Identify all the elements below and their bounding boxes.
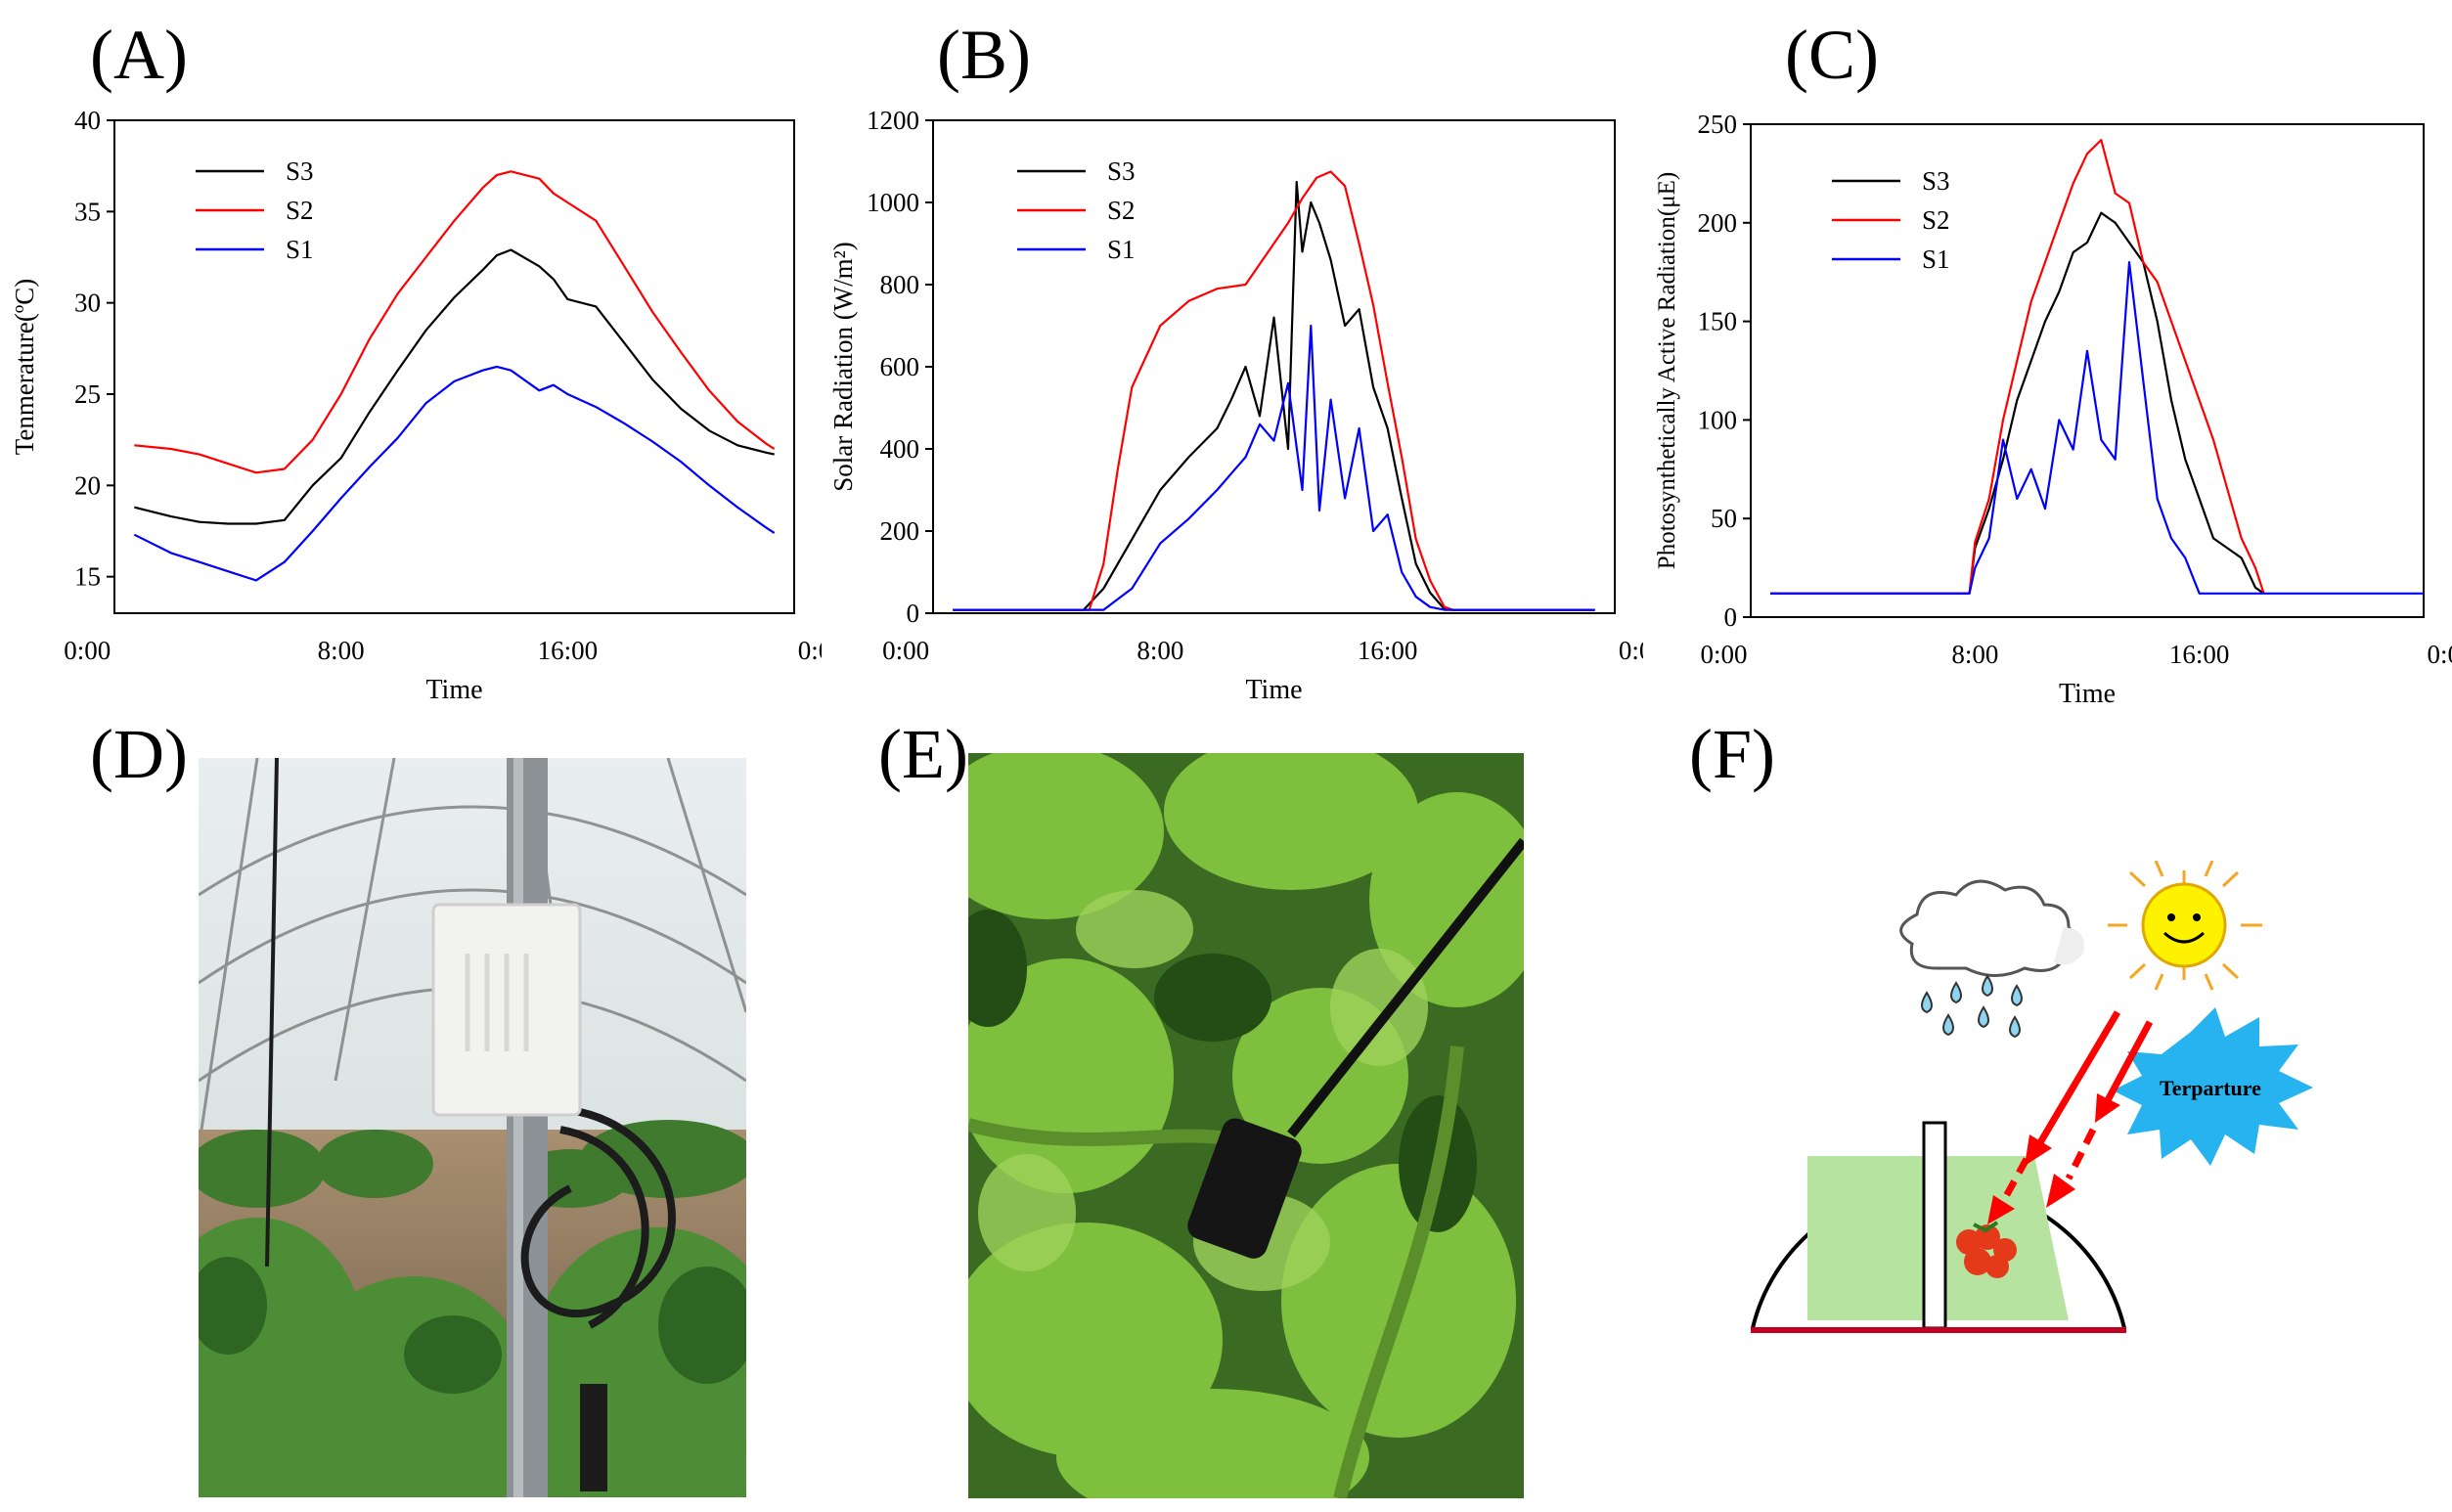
series-line-s1 [953, 324, 1595, 611]
y-axis-label: Photosynthetically Active Radiation(μE) [1654, 172, 1680, 569]
chart-temperature: 15 20 25 30 35 40 0:00 8:00 16:00 0:00 Time Tenmera… [10, 106, 822, 705]
y-tick-label: 20 [74, 470, 101, 500]
y-tick-label: 50 [1711, 504, 1737, 533]
plot-frame [1750, 123, 2425, 618]
photo-greenhouse-sensor-box [199, 758, 746, 1497]
y-tick-label: 25 [74, 379, 101, 409]
series-line-s1 [1770, 261, 2424, 595]
diagram-greenhouse-environment: Terparture [1751, 861, 2313, 1333]
x-axis-label: Time [425, 675, 482, 705]
greenhouse-post [1922, 1121, 1947, 1330]
series-line-s2 [134, 170, 776, 474]
legend-label-s1: S1 [286, 235, 314, 264]
y-axis-label: Tenmerature(ºC) [10, 279, 39, 455]
chart-solar-radiation: 0 200 400 600 800 1000 1200 0:00 8:00 16:00 0:00 Ti… [828, 106, 1643, 705]
legend-label-s2: S2 [286, 196, 314, 225]
sunlight-arrows [1987, 1010, 2154, 1224]
raindrops-icon [1921, 974, 2023, 1039]
x-axis-label: Time [2059, 679, 2116, 709]
panel-label-a: (A) [90, 16, 188, 94]
legend-label-s3: S3 [1107, 156, 1136, 186]
plot-frame [113, 119, 795, 614]
y-tick-label: 200 [880, 516, 920, 546]
y-axis-label: Solar Radiation (W/m²) [828, 242, 858, 492]
x-tick-label: 8:00 [318, 636, 365, 665]
chart-par: 0 50 100 150 200 250 0:00 8:00 16:00 0:00 Time Phot… [1654, 110, 2452, 709]
y-tick-label: 1200 [867, 106, 919, 135]
series-line-s3 [1770, 211, 2265, 595]
x-tick-label: 0:00 [798, 636, 822, 665]
series-line-s1 [133, 365, 776, 582]
y-tick-label: 200 [1698, 208, 1738, 238]
photo-par-sensor-in-canopy [968, 753, 1524, 1498]
panel-label-d: (D) [90, 715, 188, 793]
x-tick-label: 0:00 [2428, 640, 2452, 669]
y-tick-label: 15 [74, 562, 101, 592]
x-tick-label: 0:00 [64, 636, 111, 665]
legend-label-s2: S2 [1107, 196, 1136, 225]
series-line-s3 [953, 180, 1595, 611]
y-tick-label: 1000 [867, 188, 919, 217]
x-tick-label: 0:00 [1619, 636, 1643, 665]
y-tick-label: 0 [907, 599, 920, 628]
temperature-burst-icon [2113, 1007, 2313, 1166]
y-tick-label: 35 [74, 197, 101, 226]
panel-label-e: (E) [878, 715, 968, 793]
y-tick-label: 400 [880, 434, 920, 464]
x-tick-label: 16:00 [1358, 636, 1418, 665]
legend-label-s3: S3 [1922, 166, 1950, 196]
y-tick-label: 40 [74, 106, 101, 135]
legend-label-s1: S1 [1107, 235, 1136, 264]
y-tick-label: 150 [1698, 307, 1738, 336]
legend-label-s2: S2 [1922, 205, 1950, 235]
x-tick-label: 0:00 [882, 636, 929, 665]
panel-label-c: (C) [1785, 16, 1879, 94]
sun-icon [2108, 861, 2262, 991]
legend-label-s3: S3 [286, 156, 314, 186]
weather-label: Terparture [2160, 1076, 2261, 1100]
x-tick-label: 16:00 [2169, 640, 2230, 669]
x-tick-label: 8:00 [1137, 636, 1183, 665]
tomato-icon [1956, 1221, 2017, 1278]
y-tick-label: 250 [1698, 110, 1738, 139]
y-tick-label: 100 [1698, 405, 1738, 434]
panel-label-f: (F) [1689, 715, 1775, 793]
plot-frame [932, 119, 1616, 614]
y-tick-label: 800 [880, 270, 920, 299]
x-tick-label: 8:00 [1951, 640, 1998, 669]
y-tick-label: 0 [1724, 602, 1738, 632]
x-tick-label: 16:00 [538, 636, 599, 665]
rain-cloud-icon [1899, 879, 2084, 977]
series-line-s3 [134, 248, 775, 525]
legend-label-s1: S1 [1922, 245, 1950, 274]
y-tick-label: 30 [74, 289, 101, 318]
x-axis-label: Time [1245, 675, 1302, 705]
x-tick-label: 0:00 [1700, 640, 1747, 669]
y-tick-label: 600 [880, 352, 920, 381]
panel-label-b: (B) [937, 16, 1031, 94]
series-line-s2 [1770, 139, 2265, 595]
series-line-s2 [953, 170, 1595, 611]
